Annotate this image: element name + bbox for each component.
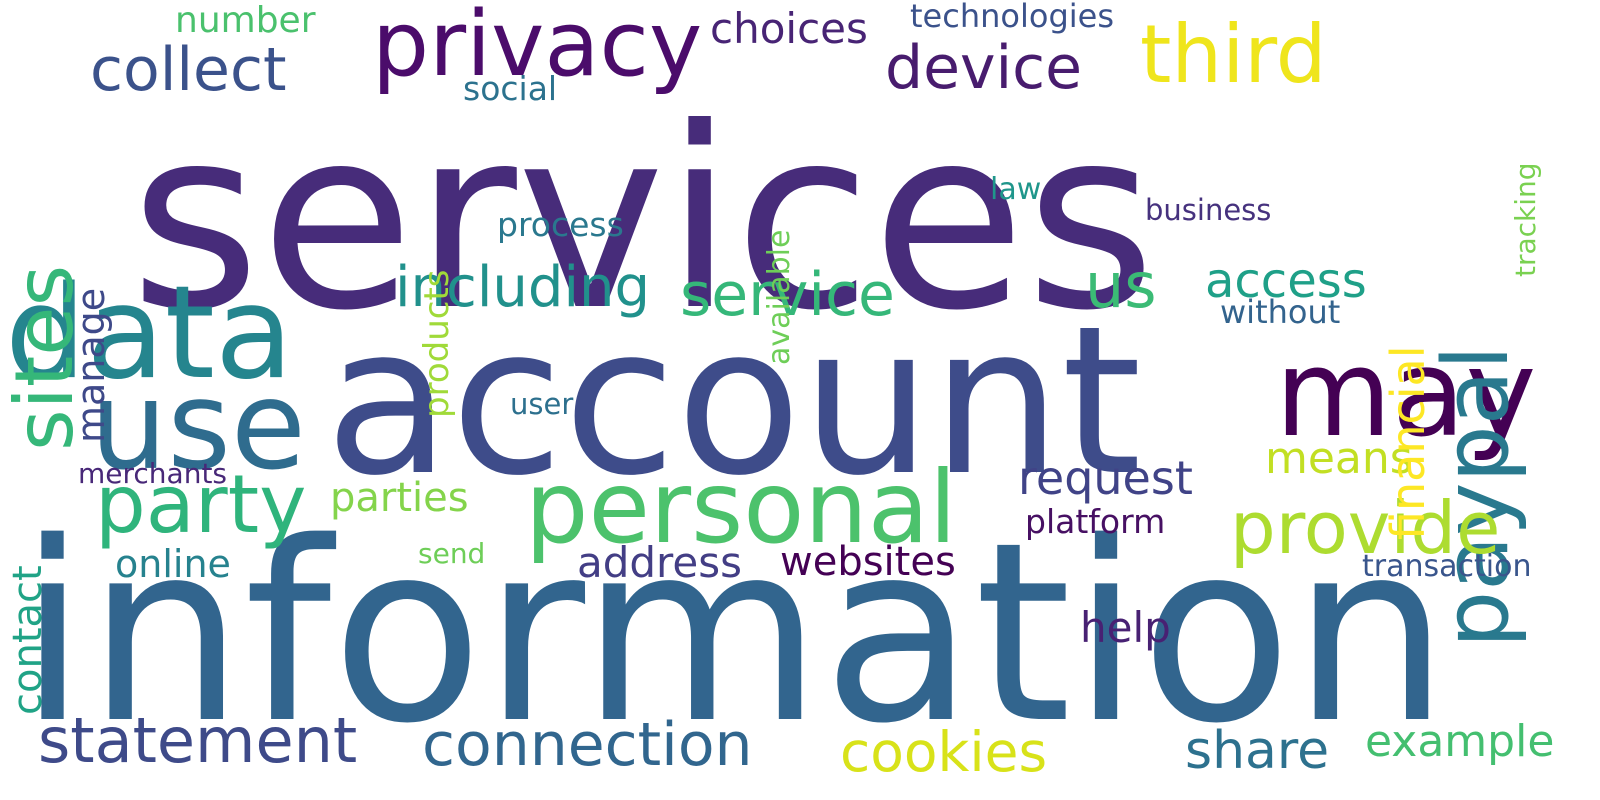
word-example: example <box>1365 716 1555 767</box>
word-cookies: cookies <box>840 720 1048 784</box>
word-address: address <box>577 538 743 587</box>
word-account: account <box>325 283 1142 521</box>
word-contact: contact <box>5 565 51 715</box>
word-party: party <box>95 458 307 551</box>
word-statement: statement <box>38 704 358 777</box>
word-us: us <box>1085 249 1157 322</box>
word-social: social <box>463 69 558 108</box>
word-without: without <box>1220 293 1341 331</box>
word-transaction: transaction <box>1362 549 1532 584</box>
word-request: request <box>1018 451 1193 505</box>
word-access: access <box>1205 253 1367 309</box>
word-websites: websites <box>780 539 956 585</box>
word-technologies: technologies <box>910 0 1114 35</box>
word-products: products <box>417 269 457 418</box>
word-third: third <box>1140 8 1327 101</box>
word-parties: parties <box>330 475 469 521</box>
word-financial: financial <box>1381 345 1435 540</box>
word-merchants: merchants <box>78 457 228 490</box>
word-device: device <box>885 33 1083 103</box>
word-share: share <box>1185 721 1330 781</box>
word-available: available <box>762 229 797 365</box>
word-means: means <box>1265 433 1413 484</box>
word-manage: manage <box>69 287 113 443</box>
word-may: may <box>1275 325 1537 464</box>
word-collect: collect <box>90 35 287 105</box>
word-use: use <box>90 355 306 497</box>
word-service: service <box>680 260 895 330</box>
word-personal: personal <box>525 449 957 566</box>
word-business: business <box>1145 193 1272 227</box>
word-privacy: privacy <box>372 0 703 97</box>
word-online: online <box>115 542 231 586</box>
word-user: user <box>510 387 574 421</box>
word-law: law <box>990 172 1042 207</box>
word-choices: choices <box>710 4 868 53</box>
word-tracking: tracking <box>1509 162 1542 277</box>
word-information: information <box>18 490 1450 778</box>
word-connection: connection <box>422 710 753 780</box>
word-provide: provide <box>1230 486 1501 570</box>
word-send: send <box>418 537 486 570</box>
word-number: number <box>175 0 316 41</box>
word-services: services <box>130 74 1156 365</box>
word-help: help <box>1080 603 1171 652</box>
word-including: including <box>395 255 651 320</box>
word-platform: platform <box>1025 502 1166 541</box>
word-process: process <box>497 205 624 244</box>
word-data: data <box>5 259 294 408</box>
